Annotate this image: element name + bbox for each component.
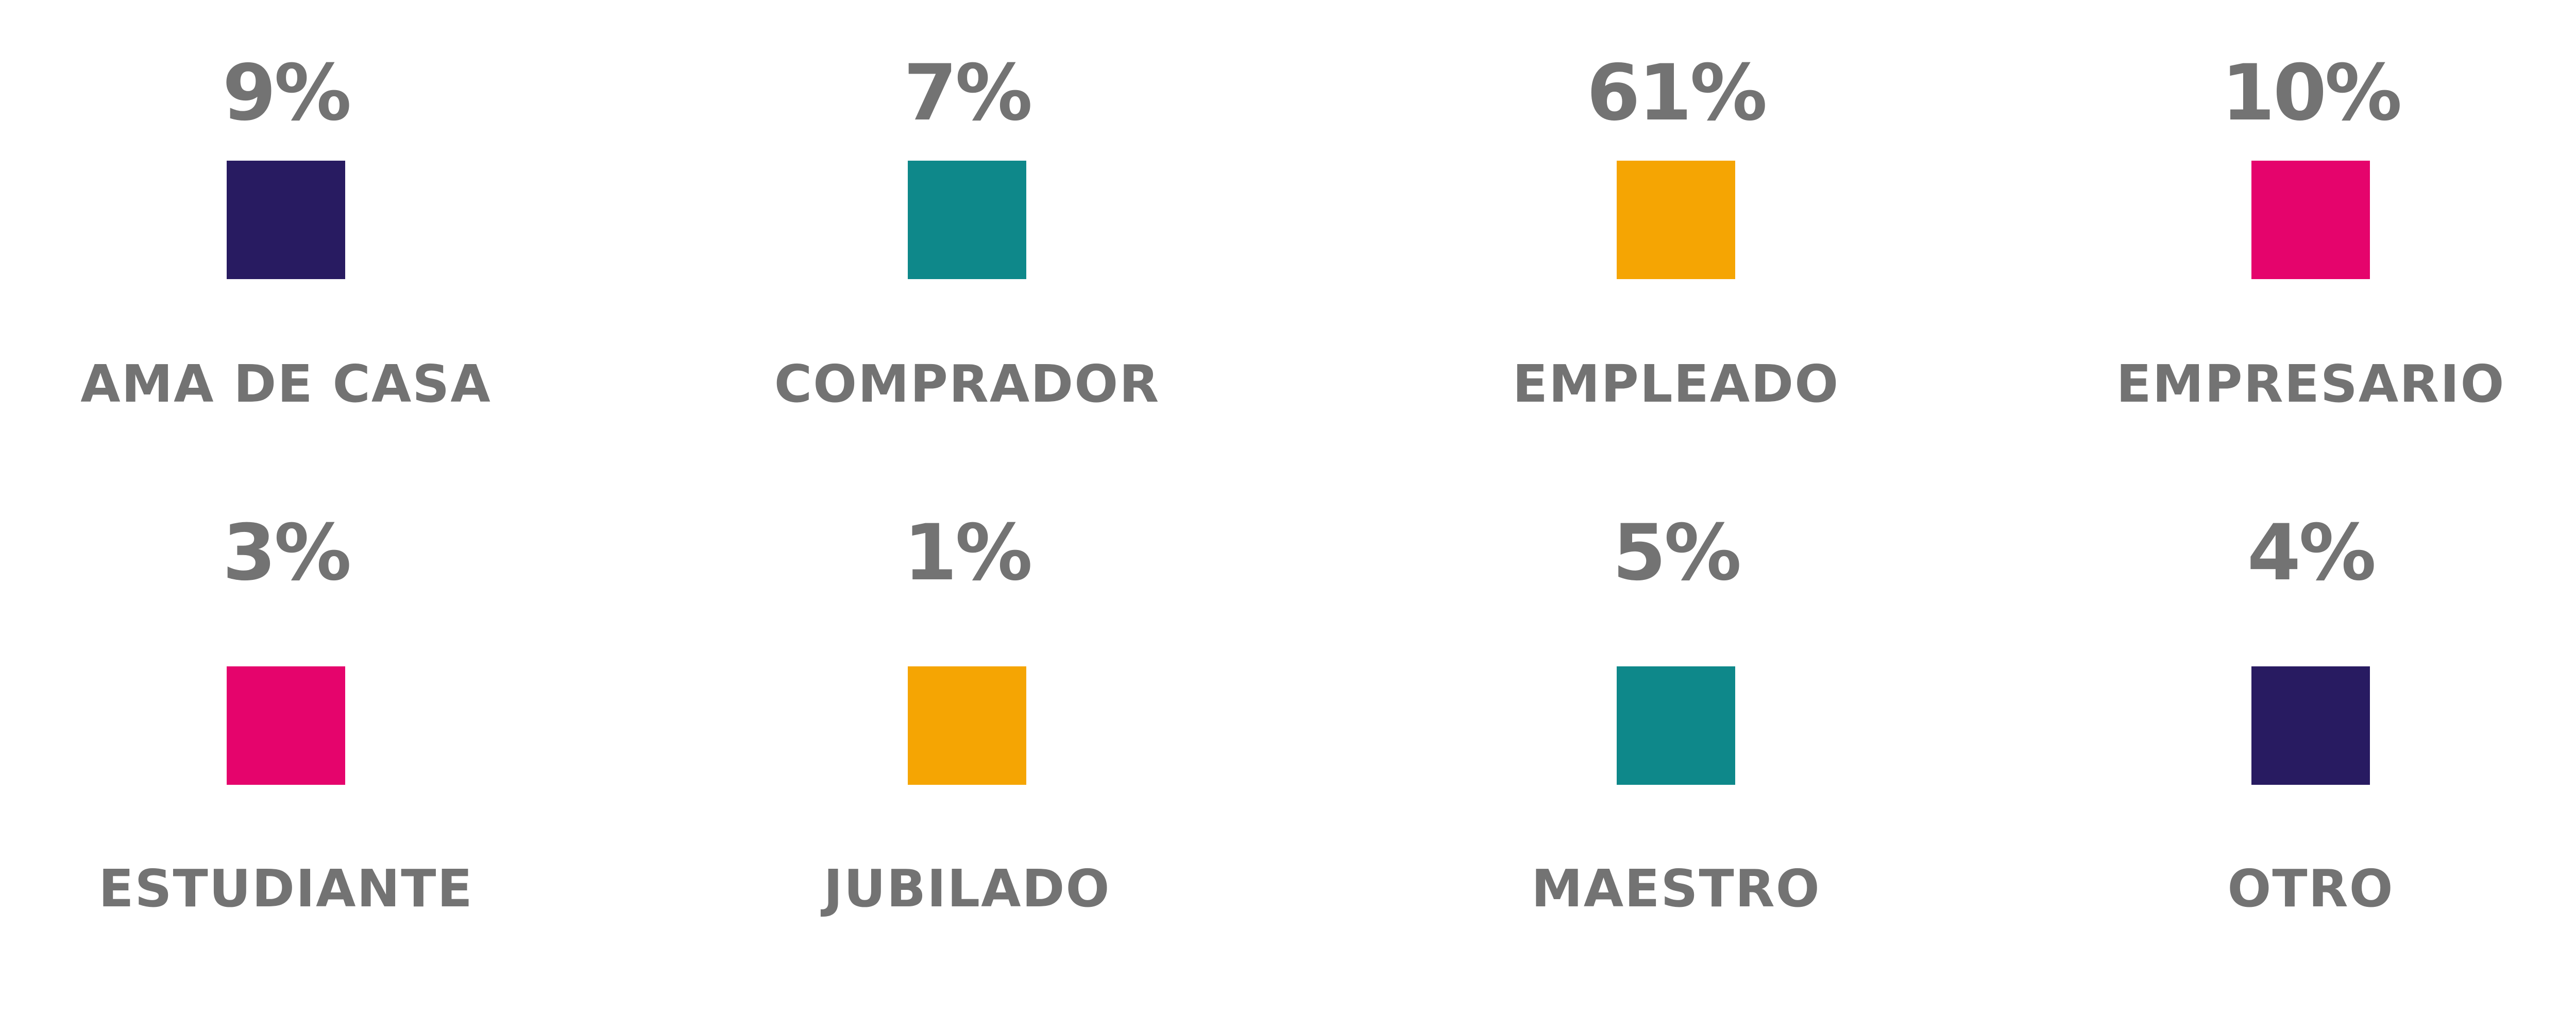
color-swatch	[908, 666, 1026, 785]
color-swatch	[908, 161, 1026, 279]
legend-item-otro: 4% OTRO	[2227, 508, 2394, 919]
legend-item-estudiante: 3% ESTUDIANTE	[98, 508, 473, 919]
value-label: 3%	[223, 508, 350, 598]
category-label: COMPRADOR	[774, 354, 1160, 414]
value-label: 10%	[2221, 48, 2400, 138]
value-label: 61%	[1586, 48, 1765, 138]
legend-item-ama-de-casa: 9% AMA DE CASA	[80, 48, 491, 414]
color-swatch	[227, 666, 345, 785]
category-label: ESTUDIANTE	[98, 858, 473, 919]
legend-item-empleado: 61% EMPLEADO	[1513, 48, 1840, 414]
value-label: 4%	[2247, 508, 2375, 598]
color-swatch	[1617, 161, 1735, 279]
value-label: 5%	[1613, 508, 1740, 598]
category-label: EMPRESARIO	[2116, 354, 2505, 414]
legend-item-maestro: 5% MAESTRO	[1531, 508, 1820, 919]
category-label: MAESTRO	[1531, 858, 1820, 919]
value-label: 7%	[904, 48, 1031, 138]
legend-item-jubilado: 1% JUBILADO	[821, 508, 1111, 919]
value-label: 1%	[904, 508, 1031, 598]
color-swatch	[1617, 666, 1735, 785]
legend-item-empresario: 10% EMPRESARIO	[2116, 48, 2505, 414]
category-label: OTRO	[2227, 858, 2394, 919]
category-label: EMPLEADO	[1513, 354, 1840, 414]
color-swatch	[227, 161, 345, 279]
legend-item-comprador: 7% COMPRADOR	[774, 48, 1160, 414]
color-swatch	[2251, 161, 2370, 279]
color-swatch	[2251, 666, 2370, 785]
category-label: JUBILADO	[821, 858, 1111, 919]
value-label: 9%	[223, 48, 350, 138]
category-label: AMA DE CASA	[80, 354, 491, 414]
